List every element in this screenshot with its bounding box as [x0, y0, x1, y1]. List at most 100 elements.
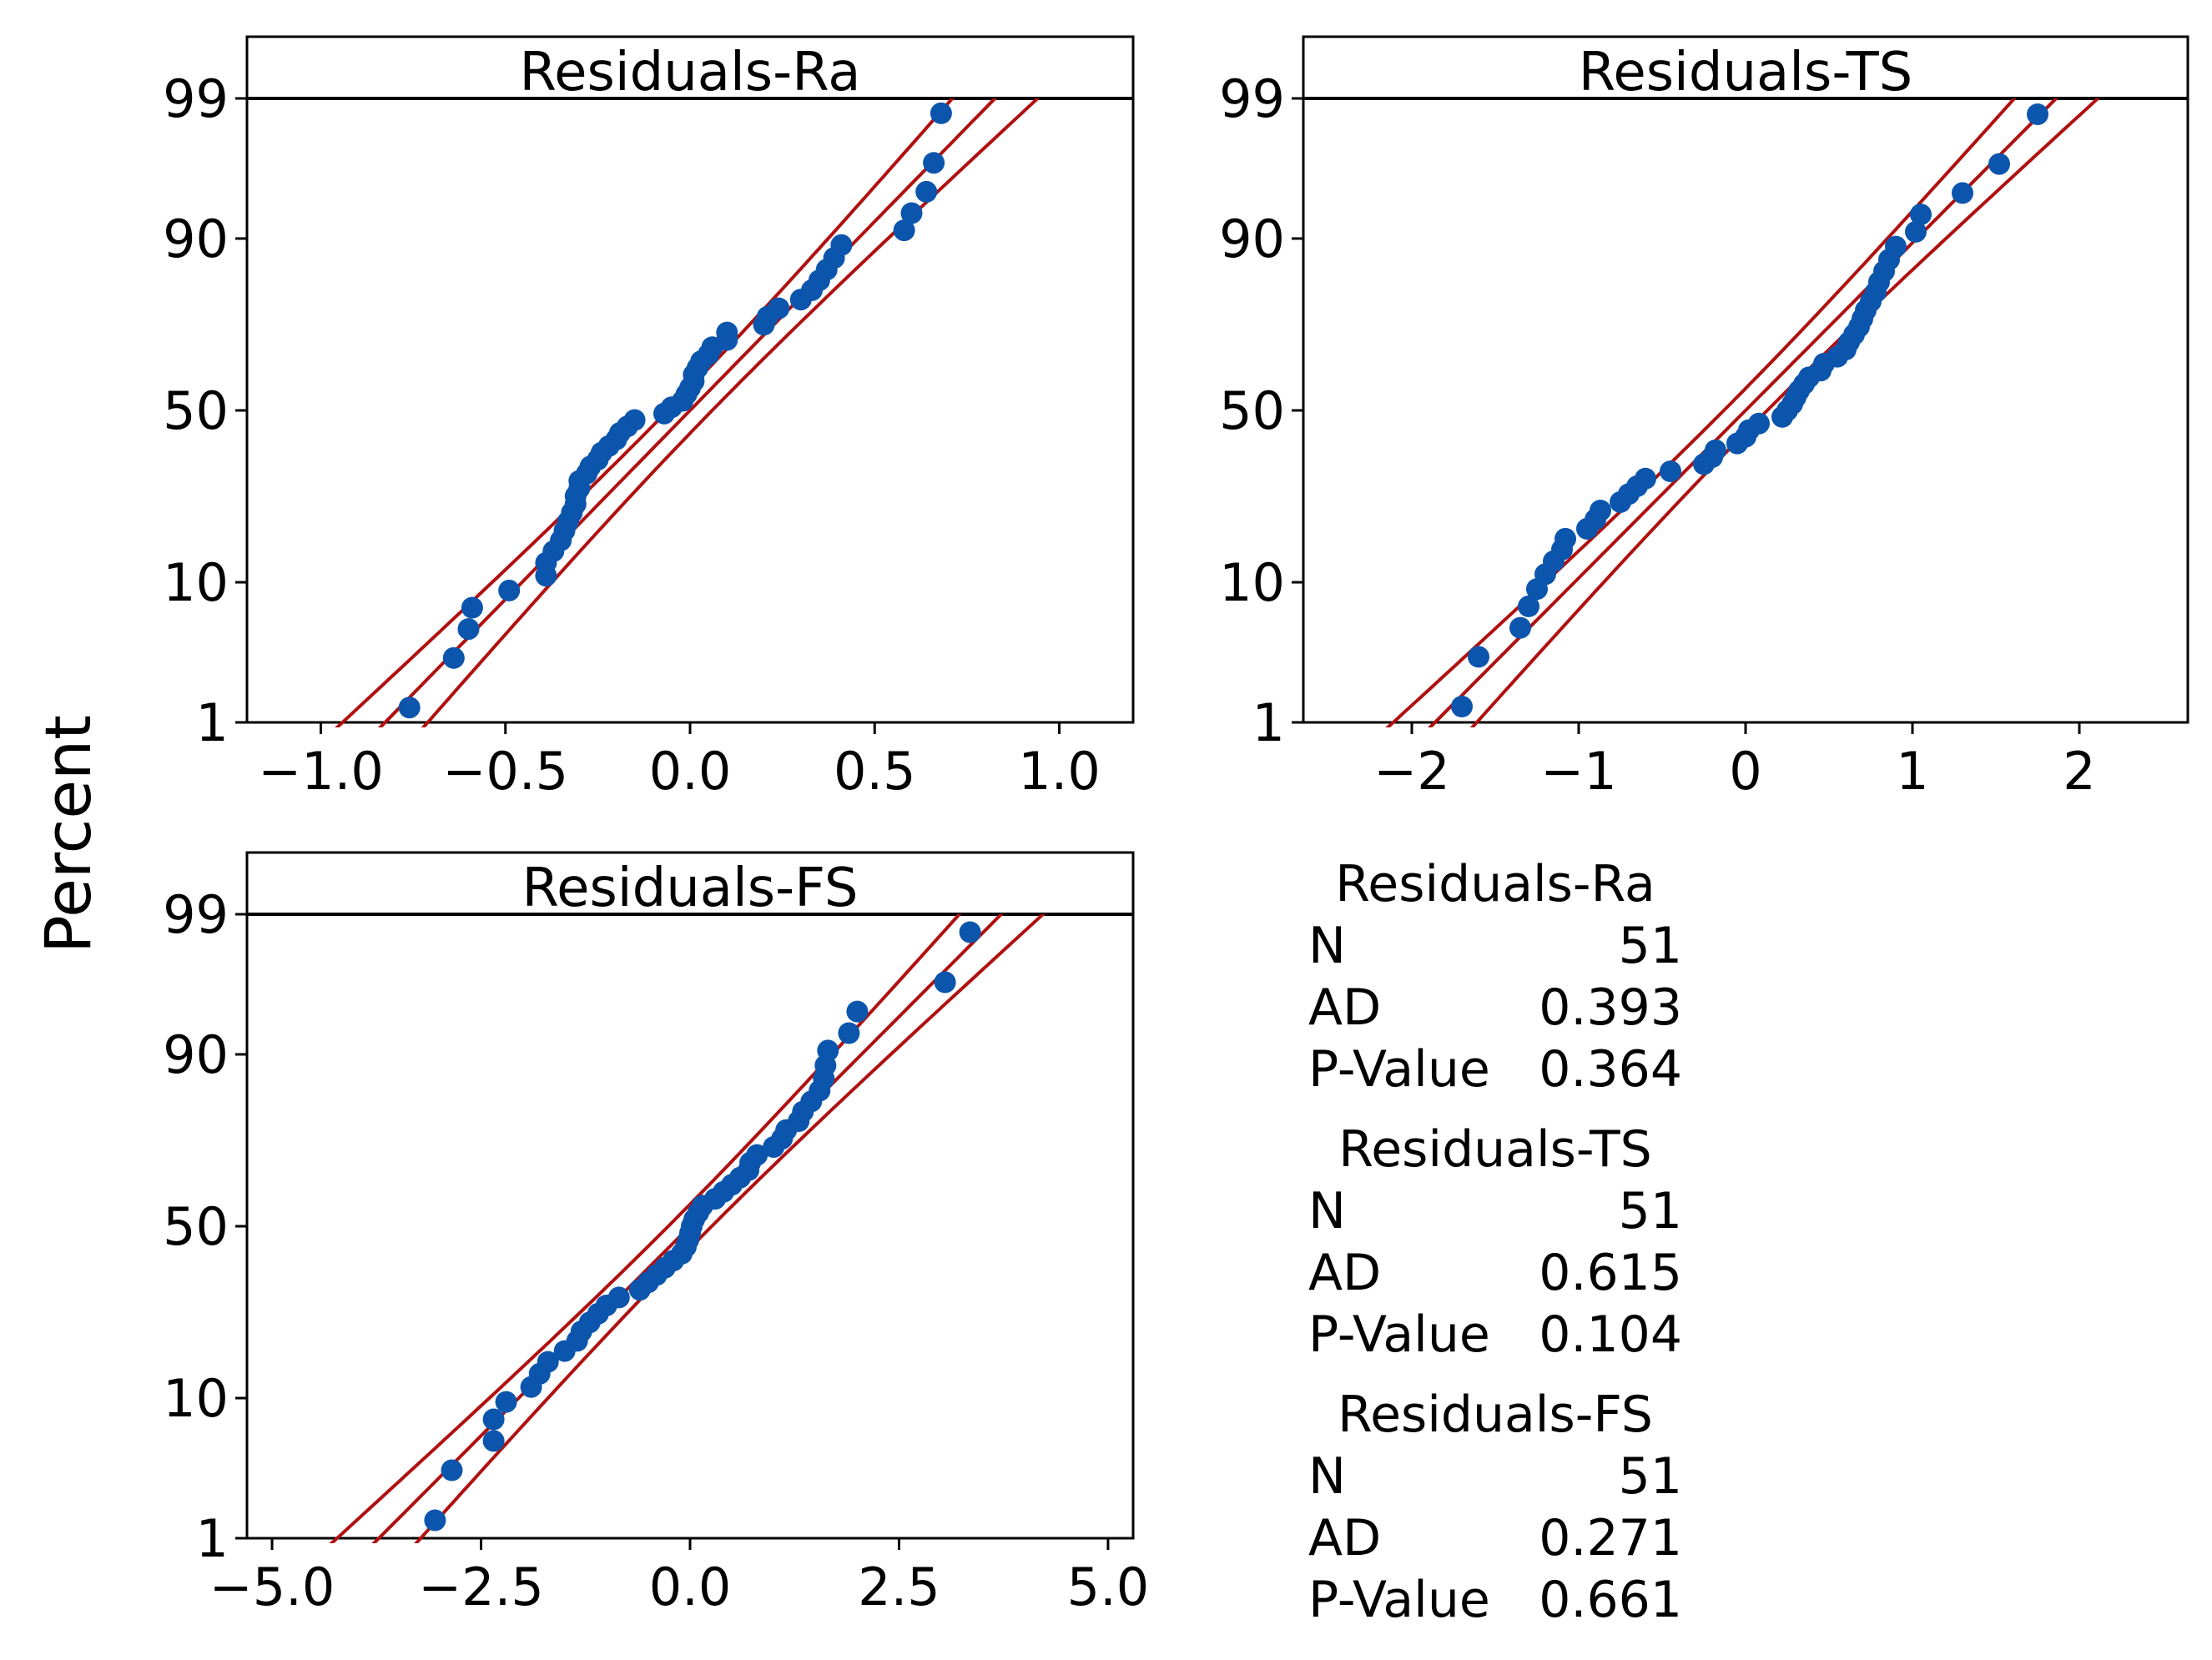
data-point — [461, 596, 483, 619]
stats-row-label: AD — [1308, 1244, 1381, 1302]
x-tick-label: 1.0 — [1018, 741, 1101, 802]
data-point — [1635, 467, 1656, 490]
y-tick-label: 1 — [196, 1508, 229, 1569]
stats-row-label: N — [1308, 1447, 1346, 1506]
x-tick-label: 0 — [1729, 741, 1761, 802]
confidence-band-upper — [414, 914, 1046, 1543]
data-point — [1590, 500, 1611, 521]
y-tick-label: 10 — [163, 1368, 229, 1429]
data-point — [537, 1351, 559, 1373]
x-tick-label: −0.5 — [442, 741, 568, 802]
y-axis-label: Percent — [31, 715, 105, 953]
data-point — [482, 1408, 505, 1431]
stats-row-value: 0.661 — [1539, 1571, 1682, 1629]
x-tick-label: 0.0 — [649, 741, 732, 802]
stats-row-value: 0.104 — [1539, 1305, 1682, 1364]
data-point — [1952, 182, 1973, 204]
y-tick-label: 50 — [163, 1196, 229, 1257]
confidence-band-upper — [421, 98, 1040, 727]
x-tick-label: 2 — [2063, 741, 2095, 802]
data-point — [716, 321, 738, 344]
stats-row-label: AD — [1308, 978, 1381, 1037]
data-point — [746, 1144, 768, 1166]
data-points — [424, 921, 981, 1532]
panel-residuals-ts: Residuals-TS 1 10 50 90 99 −2 −1 0 1 2 — [1219, 35, 2189, 802]
data-point — [1885, 235, 1907, 258]
data-point — [2027, 103, 2048, 125]
stats-row-label: AD — [1308, 1509, 1381, 1567]
stats-row-label: P-Value — [1308, 1040, 1490, 1099]
stats-block-title: Residuals-Ra — [1335, 855, 1655, 913]
data-point — [457, 618, 480, 641]
panel-header — [245, 35, 1135, 100]
data-point — [923, 152, 945, 174]
x-tick-label: 0.5 — [834, 741, 916, 802]
x-tick-label: 5.0 — [1067, 1557, 1150, 1617]
y-tick-label: 1 — [196, 692, 229, 753]
stats-row-value: 0.615 — [1539, 1244, 1682, 1302]
data-point — [1748, 412, 1770, 435]
y-tick-label: 90 — [1219, 209, 1285, 269]
stats-row-label: P-Value — [1308, 1305, 1490, 1364]
panel-title: Residuals-Ra — [520, 42, 861, 103]
stats-block-title: Residuals-FS — [1338, 1386, 1653, 1444]
panel-title: Residuals-FS — [522, 858, 858, 919]
panel-title: Residuals-TS — [1579, 42, 1913, 103]
y-tick-label: 10 — [163, 552, 229, 613]
data-point — [441, 1459, 463, 1481]
y-tick-label: 50 — [163, 380, 229, 441]
panel-residuals-fs: Residuals-FS 1 10 50 90 99 −5.0 −2.5 0.0 2.5 5.0 — [163, 851, 1150, 1617]
data-point — [623, 409, 646, 431]
data-point — [830, 234, 853, 256]
stats-row-label: P-Value — [1308, 1571, 1490, 1629]
confidence-band-upper — [1469, 98, 2101, 727]
x-tick-label: 2.5 — [858, 1557, 940, 1617]
data-point — [607, 1286, 630, 1309]
data-point — [1518, 595, 1539, 617]
x-tick-label: 0.0 — [649, 1557, 732, 1617]
x-tick-label: −5.0 — [209, 1557, 335, 1617]
data-point — [1554, 527, 1576, 550]
y-tick-label: 50 — [1219, 380, 1285, 441]
y-tick-label: 10 — [1219, 552, 1285, 613]
data-point — [1905, 220, 1927, 243]
y-tick-label: 99 — [163, 68, 229, 129]
data-points — [1451, 103, 2048, 717]
data-point — [1910, 204, 1932, 226]
stats-row-label: N — [1308, 917, 1346, 975]
data-point — [930, 102, 952, 124]
y-tick-label: 90 — [163, 209, 229, 269]
data-point — [838, 1022, 860, 1044]
stats-row-label: N — [1308, 1182, 1346, 1240]
stats-row-value: 0.271 — [1539, 1509, 1682, 1567]
y-tick-label: 1 — [1252, 692, 1285, 753]
stats-row-value: 51 — [1619, 1447, 1682, 1506]
data-points — [398, 102, 952, 719]
data-point — [1988, 153, 2010, 175]
y-tick-label: 90 — [163, 1024, 229, 1085]
confidence-band-lower — [329, 914, 962, 1543]
x-tick-label: −2 — [1373, 741, 1449, 802]
data-point — [482, 1430, 505, 1452]
fitted-line — [377, 98, 998, 727]
data-point — [442, 646, 465, 669]
stats-row-value: 51 — [1619, 1182, 1682, 1240]
data-point — [900, 202, 923, 224]
data-point — [424, 1509, 446, 1532]
data-point — [893, 219, 915, 242]
data-point — [1705, 439, 1726, 461]
stats-block: Residuals-RaN 51 AD 0.393 P-Value 0.364 — [1308, 855, 1682, 1099]
fit-lines — [1385, 98, 2101, 727]
y-tick-label: 99 — [163, 884, 229, 945]
x-tick-label: 1 — [1896, 741, 1928, 802]
y-tick-label: 99 — [1219, 68, 1285, 129]
data-point — [495, 1391, 517, 1413]
panel-residuals-ra: Residuals-Ra 1 10 50 90 99 −1.0 −0.5 0.0 0.5 1.0 — [163, 35, 1135, 802]
stats-row-value: 0.393 — [1539, 978, 1682, 1037]
x-tick-label: −2.5 — [418, 1557, 544, 1617]
data-point — [934, 971, 956, 993]
data-point — [1451, 696, 1473, 717]
data-point — [1509, 616, 1531, 639]
